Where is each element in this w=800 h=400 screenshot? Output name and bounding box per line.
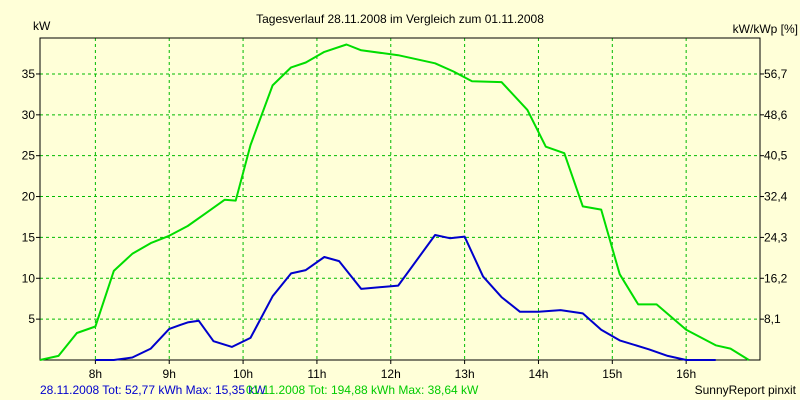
x-tick-label: 8h (89, 367, 102, 381)
legend-series-1-summary: 28.11.2008 Tot: 52,77 kWh Max: 15,35 kW (40, 383, 266, 397)
plot-frame (39, 37, 761, 361)
y-right-tick-label: 40,5 (764, 149, 788, 163)
axis-ticks: 8h 9h 10h 11h 12h 13h 14h 15h 16h 5 8,1 10 16,2 15 24,… (22, 67, 788, 381)
series-line-2 (39, 43, 750, 361)
y-right-tick-label: 48,6 (764, 108, 788, 122)
brand-credit: SunnyReport pinxit (695, 383, 797, 397)
x-tick-label: 10h (233, 367, 253, 381)
x-tick-label: 14h (528, 367, 548, 381)
y-left-tick-label: 20 (22, 190, 36, 204)
y-left-tick-label: 5 (28, 312, 35, 326)
chart-title: Tagesverlauf 28.11.2008 im Vergleich zum… (256, 12, 544, 26)
x-tick-label: 16h (676, 367, 696, 381)
series-line-1 (95, 234, 716, 361)
y-left-tick-label: 35 (22, 67, 36, 81)
y-right-tick-label: 16,2 (764, 271, 788, 285)
x-tick-label: 11h (307, 367, 326, 381)
y-right-tick-label: 24,3 (764, 230, 788, 244)
y-right-tick-label: 8,1 (764, 312, 781, 326)
grid (40, 38, 760, 360)
legend-series-2-summary: 01.11.2008 Tot: 194,88 kWh Max: 38,64 kW (246, 383, 479, 397)
x-tick-label: 13h (455, 367, 475, 381)
y-left-tick-label: 30 (22, 108, 36, 122)
y-axis-right-label: kW/kWp [%] (733, 22, 798, 36)
y-left-tick-label: 25 (22, 149, 36, 163)
x-tick-label: 12h (381, 367, 401, 381)
y-right-tick-label: 56,7 (764, 67, 788, 81)
y-right-tick-label: 32,4 (764, 190, 788, 204)
x-tick-label: 9h (163, 367, 176, 381)
y-left-tick-label: 10 (22, 271, 36, 285)
x-tick-label: 15h (602, 367, 622, 381)
y-axis-left-label: kW (33, 19, 51, 33)
series-lines (39, 43, 750, 361)
y-left-tick-label: 15 (22, 230, 36, 244)
